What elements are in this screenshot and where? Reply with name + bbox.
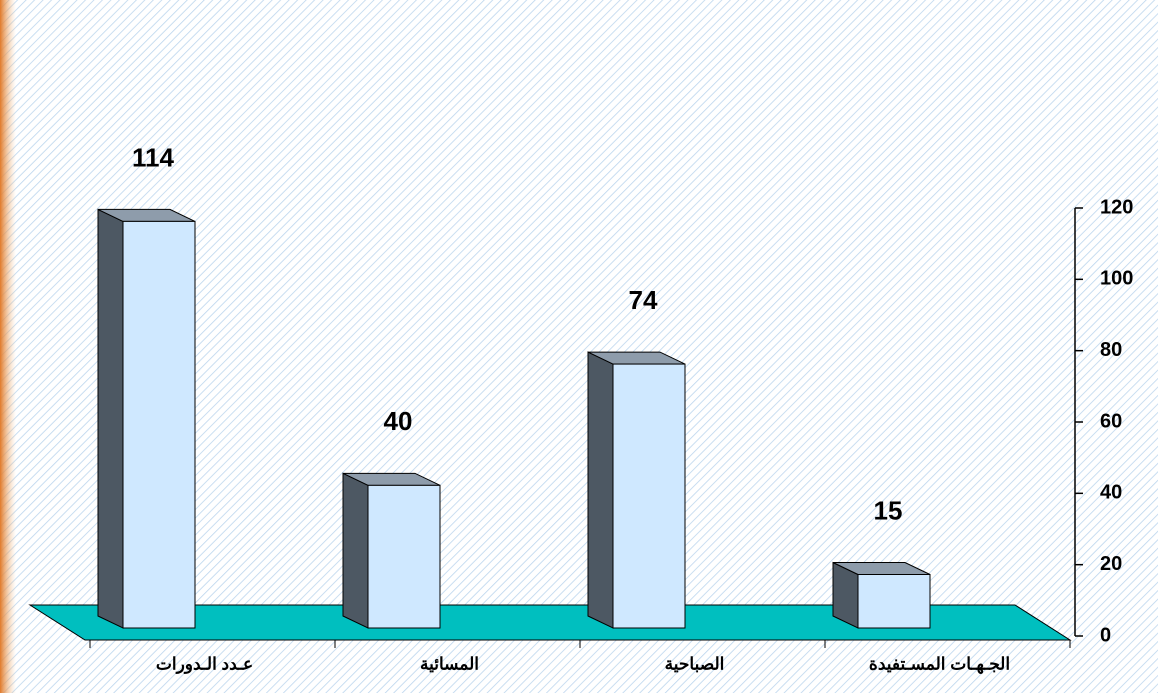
value-label: 15 — [874, 495, 903, 525]
bar-front — [367, 484, 441, 629]
bar — [587, 351, 686, 629]
bar — [342, 472, 441, 629]
y-tick-label: 80 — [1100, 339, 1122, 361]
x-tick-label: عـدد الـدورات — [156, 654, 253, 674]
bar-side — [342, 472, 369, 629]
value-label: 40 — [384, 406, 413, 436]
y-tick-label: 40 — [1100, 482, 1122, 504]
x-tick-label: الجـهـات المسـتفيدة — [869, 654, 1010, 674]
x-tick-label: المسائية — [420, 654, 479, 673]
bar-front — [122, 220, 196, 629]
y-tick-label: 20 — [1100, 553, 1122, 575]
y-tick-label: 120 — [1100, 196, 1133, 218]
value-label: 74 — [629, 285, 658, 315]
y-tick-label: 100 — [1100, 268, 1133, 290]
edge-decoration — [0, 0, 16, 693]
value-label: 114 — [132, 142, 174, 172]
bar — [97, 208, 196, 629]
bar-side — [97, 208, 124, 629]
y-tick-label: 60 — [1100, 410, 1122, 432]
x-tick-label: الصباحية — [665, 654, 725, 673]
bar — [832, 561, 931, 629]
bar-side — [587, 351, 614, 629]
bar-front — [857, 574, 931, 629]
bar-front — [612, 363, 686, 629]
y-tick-label: 0 — [1100, 624, 1111, 646]
